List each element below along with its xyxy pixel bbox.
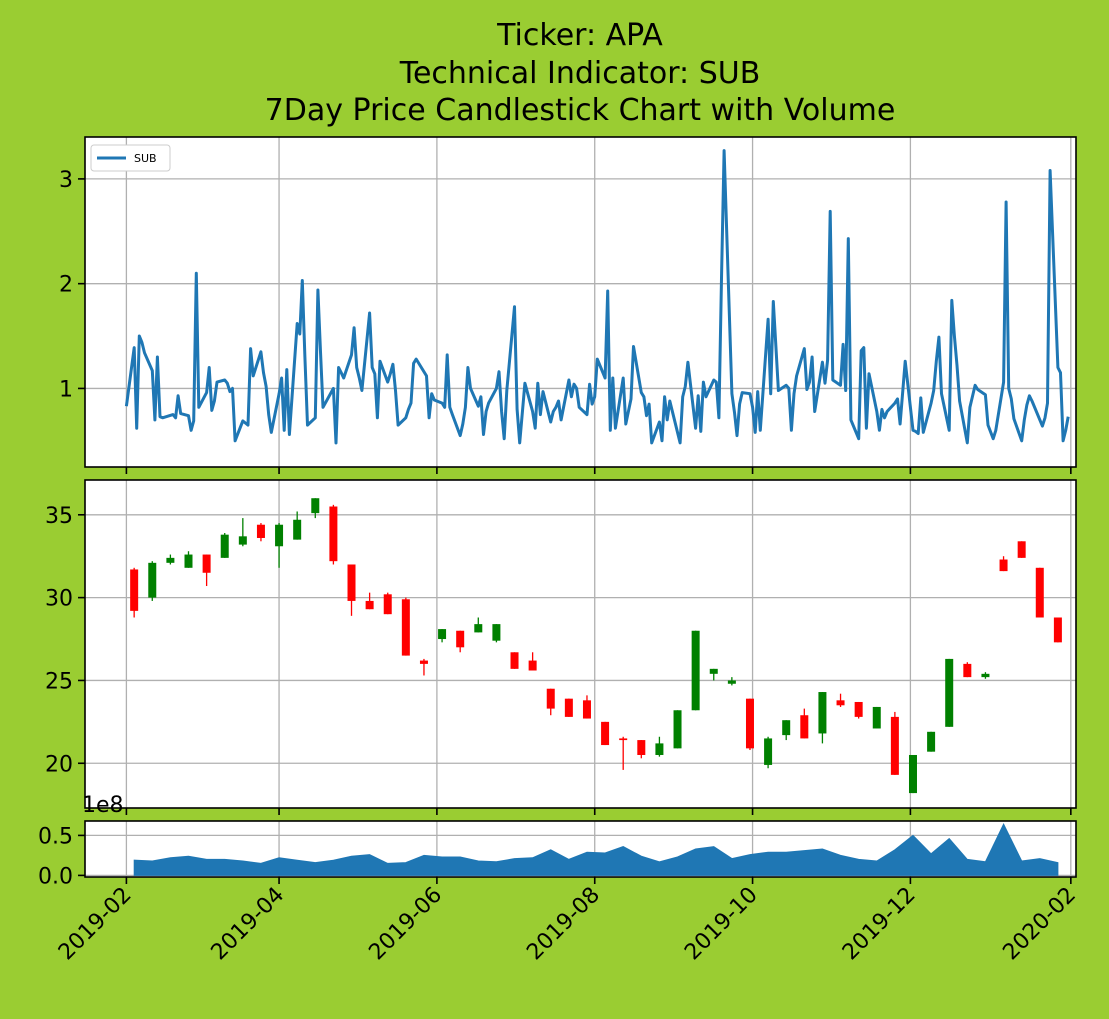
- candle-body-43: [908, 754, 917, 794]
- candle-body-50: [1035, 567, 1044, 618]
- candle-body-47: [981, 673, 990, 678]
- title-line-3: 7Day Price Candlestick Chart with Volume: [265, 93, 896, 128]
- volume-frame: [84, 820, 1077, 878]
- candle-body-22: [528, 660, 537, 671]
- candle-body-12: [347, 564, 356, 601]
- candle-body-32: [709, 668, 718, 674]
- candle-body-46: [963, 663, 972, 678]
- candle-body-16: [419, 660, 428, 664]
- candle-body-39: [836, 700, 845, 706]
- candle-body-35: [764, 738, 773, 765]
- candle-body-13: [365, 600, 374, 610]
- price-ytick-label-0: 20: [45, 752, 73, 777]
- candle-body-19: [474, 624, 483, 633]
- candle-body-6: [238, 536, 247, 545]
- price-ytick-label-3: 35: [45, 504, 73, 529]
- candle-body-4: [202, 554, 211, 573]
- price-plot-area: [85, 480, 1076, 808]
- candle-body-25: [582, 700, 591, 719]
- volume-offset-label: 1e8: [82, 793, 124, 818]
- candle-body-17: [438, 629, 447, 640]
- legend-label-sub: SUB: [134, 152, 157, 165]
- indicator-panel: 1 2 3 SUB: [59, 136, 1077, 474]
- candle-body-27: [619, 738, 628, 741]
- candle-body-18: [456, 630, 465, 648]
- candle-body-37: [800, 715, 809, 739]
- volume-ytick-label-1: 0.5: [38, 824, 73, 849]
- candle-body-41: [872, 706, 881, 729]
- candle-body-14: [383, 594, 392, 615]
- candle-body-28: [637, 740, 646, 755]
- candle-body-21: [510, 652, 519, 669]
- candle-body-29: [655, 743, 664, 755]
- indicator-ytick-label-1: 2: [59, 273, 73, 298]
- candle-body-24: [564, 698, 573, 717]
- price-frame: [84, 479, 1077, 809]
- candle-body-3: [184, 554, 193, 568]
- candle-body-48: [999, 559, 1008, 572]
- candle-body-0: [130, 569, 139, 611]
- candle-body-42: [890, 716, 899, 775]
- candle-body-20: [492, 624, 501, 641]
- volume-area: [133, 823, 1059, 876]
- candle-body-30: [673, 710, 682, 749]
- candle-body-51: [1053, 617, 1062, 643]
- candle-body-38: [818, 692, 827, 734]
- price-ytick-label-2: 30: [45, 587, 73, 612]
- candle-body-36: [782, 720, 791, 736]
- legend-box: [90, 144, 171, 172]
- title-line-1: Ticker: APA: [496, 18, 663, 53]
- candle-body-40: [854, 701, 863, 717]
- indicator-ytick-label-2: 3: [59, 168, 73, 193]
- candle-body-23: [546, 688, 555, 709]
- candle-body-7: [256, 524, 265, 538]
- candle-body-34: [745, 698, 754, 749]
- candle-body-49: [1017, 541, 1026, 558]
- candle-body-8: [275, 524, 284, 547]
- candle-body-45: [945, 658, 954, 727]
- candle-body-44: [927, 731, 936, 752]
- candle-body-15: [401, 599, 410, 656]
- volume-ytick-label-0: 0.0: [38, 864, 73, 889]
- candle-body-31: [691, 630, 700, 711]
- candle-body-2: [166, 557, 175, 563]
- candle-body-9: [293, 519, 302, 540]
- candle-body-5: [220, 534, 229, 558]
- candle-body-33: [727, 680, 736, 684]
- price-panel: 20 25 30 35: [45, 479, 1077, 815]
- candle-body-1: [148, 562, 157, 598]
- candle-body-10: [311, 498, 320, 514]
- sub-line: [124, 149, 1070, 445]
- indicator-ytick-label-0: 1: [59, 377, 73, 402]
- price-ytick-label-1: 25: [45, 669, 73, 694]
- indicator-legend: SUB: [90, 144, 171, 172]
- title-line-2: Technical Indicator: SUB: [399, 56, 761, 91]
- candle-body-26: [601, 721, 610, 746]
- candle-body-11: [329, 506, 338, 562]
- indicator-frame: [84, 136, 1077, 468]
